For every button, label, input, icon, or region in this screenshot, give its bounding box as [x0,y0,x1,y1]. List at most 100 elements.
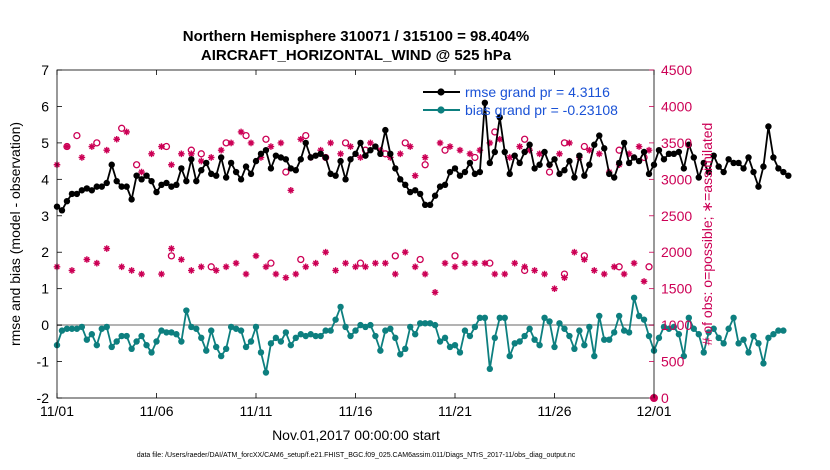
obs-assimilated-marker [441,259,449,267]
series-line [56,101,789,212]
obs-assimilated-marker [496,135,504,143]
series-point [198,167,205,174]
series-point [312,332,319,340]
series-point [237,176,245,183]
y-left-tick-label: 1 [41,281,49,297]
obs-assimilated-marker [401,248,409,256]
series-point [725,156,732,163]
series-point [655,146,663,154]
series-point [730,314,737,322]
obs-assimilated-marker [138,270,145,278]
obs-assimilated-marker [322,248,329,256]
y-left-tick-label: 5 [41,135,49,151]
y-right-tick-label: 3500 [661,135,692,151]
series-point [317,150,324,158]
series-point [740,336,747,343]
obs-assimilated-marker [252,252,260,260]
y-left-tick-label: 0 [41,317,49,333]
series-point [775,327,782,334]
legend: rmse grand pr = 4.3116 bias grand pr = -… [423,84,618,118]
series-point [402,345,409,352]
series-point [770,331,777,338]
obs-assimilated-marker [103,146,111,154]
obs-assimilated-marker [128,267,135,274]
obs-possible-marker [471,153,479,162]
series-point [133,338,140,345]
x-tick-label: 11/11 [240,403,273,419]
series-point [227,323,235,331]
obs-assimilated-marker [382,259,389,267]
series-point [581,172,588,179]
series-point [611,174,618,181]
obs-assimilated-marker [292,270,300,278]
series-point [705,329,712,336]
obs-assimilated-markers [53,128,658,402]
obs-assimilated-marker [327,139,334,147]
y-left-tick-label: 2 [41,244,49,260]
series-point [620,139,628,147]
y-left-tick-label: 4 [41,171,49,187]
series-point [302,139,309,147]
series-point [272,152,280,159]
obs-assimilated-marker [571,248,578,256]
obs-possible-marker [167,252,176,260]
series-point [426,320,434,327]
series-point [153,338,160,345]
obs-possible-marker [421,161,429,169]
series-point [620,327,628,334]
obs-assimilated-marker [541,270,548,278]
obs-assimilated-marker [610,263,618,271]
series-point [665,150,673,158]
series-point [362,323,369,331]
obs-possible-marker [441,146,449,154]
y-right-tick-label: 3000 [661,171,692,187]
series-point [217,154,225,161]
obs-possible-marker [391,252,399,260]
series-point [665,325,673,332]
series-point [685,314,693,322]
obs-assimilated-marker [436,139,444,147]
obs-assimilated-marker [188,150,195,158]
y-right-tick-label: 1500 [661,281,692,297]
series-point [73,325,81,332]
series-point [710,325,717,332]
series-point [342,176,349,183]
series-point [720,168,727,176]
obs-assimilated-marker [257,154,265,161]
series-point [591,141,598,148]
series-point [700,349,707,356]
series-point [83,336,91,343]
obs-assimilated-marker [645,146,653,154]
series-point [675,331,683,338]
obs-assimilated-marker [357,154,364,161]
series-point [98,325,105,332]
series-point [596,132,603,139]
series-point [128,345,135,352]
series-point [735,159,742,167]
series-point [481,99,489,107]
series-point [188,323,195,331]
obs-assimilated-marker [561,274,568,282]
y-right-tick-label: 4000 [661,98,692,114]
series-point [551,343,558,351]
series-point [561,167,568,174]
series-point [367,146,374,154]
series-point [392,165,399,172]
series-point [208,170,215,178]
series-point [471,323,479,331]
series-point [362,152,369,159]
series-point [780,327,787,334]
series-point [740,165,747,172]
series-point [143,341,150,349]
series-point [516,338,523,345]
series-point [292,334,299,342]
series-point [178,165,185,172]
series-point [660,323,668,331]
obs-assimilated-marker [168,245,175,252]
series-point [342,323,349,331]
series-point [531,165,538,172]
series-point [526,325,533,332]
obs-assimilated-marker [536,150,543,158]
series-point [546,161,553,168]
obs-assimilated-marker [342,259,349,267]
